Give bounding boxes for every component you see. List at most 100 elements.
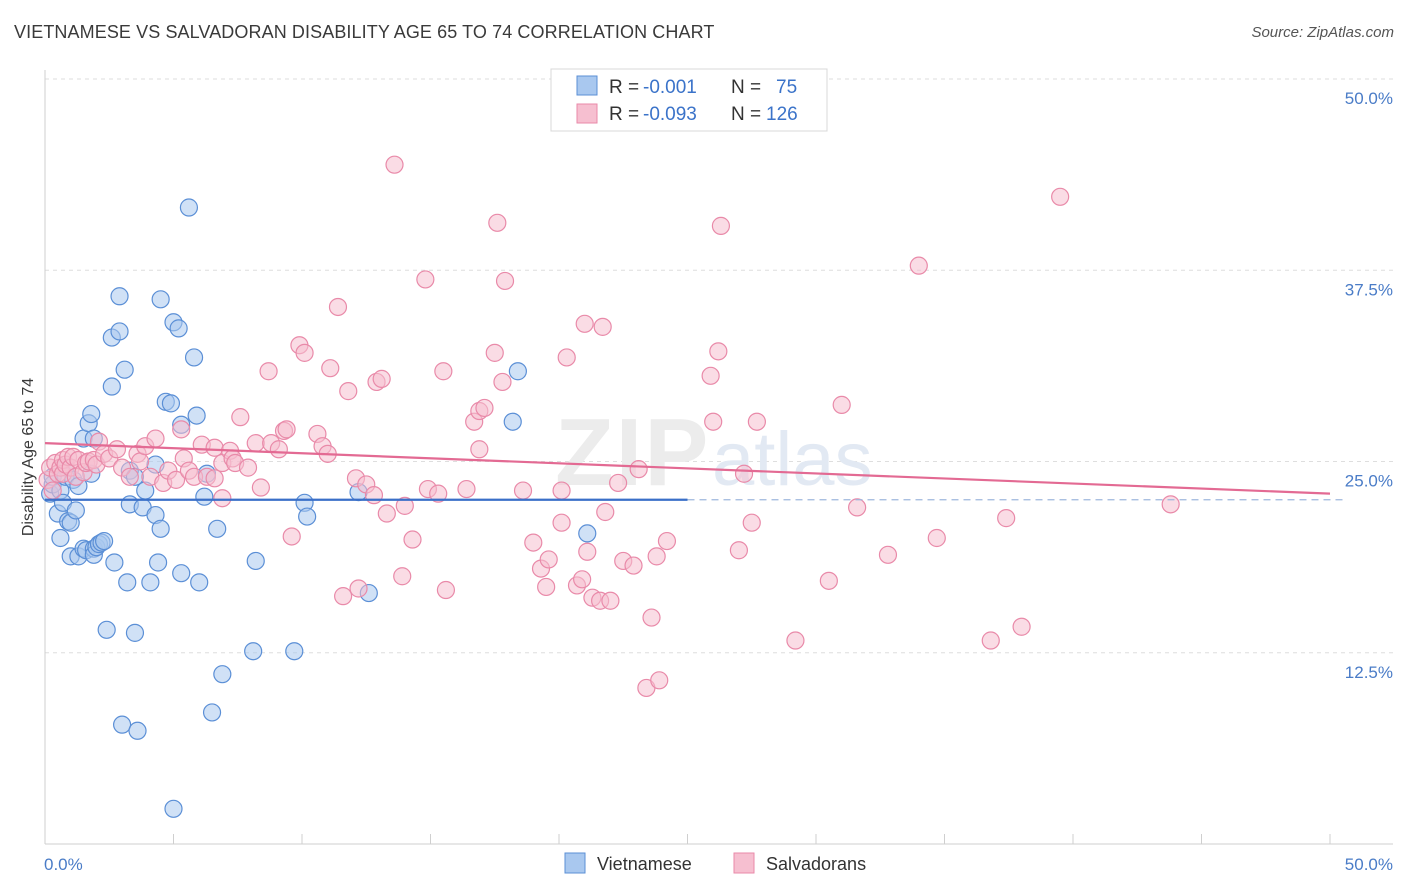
- salvadoran-point: [981, 631, 1000, 650]
- x-axis-ticks: [44, 834, 1331, 844]
- salvadoran-point: [711, 216, 731, 235]
- salvadoran-point: [552, 481, 571, 500]
- vietnamese-point: [244, 642, 263, 661]
- salvadoran-point: [786, 631, 805, 650]
- legend-r-value-2: -0.093: [643, 104, 697, 125]
- salvadoran-point: [146, 429, 165, 448]
- salvadoran-point: [704, 412, 723, 431]
- salvadoran-point: [819, 571, 838, 590]
- salvadoran-point: [609, 473, 628, 493]
- salvadoran-point: [429, 484, 448, 503]
- salvadoran-point: [364, 486, 384, 505]
- vietnamese-point: [95, 531, 114, 551]
- salvadoran-point: [539, 550, 558, 569]
- salvadoran-point: [578, 542, 597, 561]
- vietnamese-point: [151, 519, 170, 538]
- salvadoran-point: [596, 502, 615, 522]
- y-tick-label: 12.5%: [1345, 663, 1393, 682]
- vietnamese-point: [578, 524, 597, 543]
- vietnamese-point: [110, 322, 129, 341]
- salvadoran-point: [495, 271, 515, 291]
- vietnamese-point: [151, 290, 170, 309]
- salvadoran-point: [120, 467, 139, 486]
- salvadoran-point: [629, 460, 648, 479]
- vietnamese-point: [125, 623, 145, 642]
- salvadoran-point: [537, 577, 556, 597]
- salvadoran-point: [475, 398, 494, 418]
- salvadoran-point: [701, 366, 720, 385]
- salvadoran-point: [277, 420, 296, 439]
- salvadoran-point: [385, 155, 404, 174]
- bottom-legend-swatch-salvadoran: [733, 852, 755, 874]
- salvadoran-point: [282, 527, 301, 546]
- vietnamese-point: [97, 620, 116, 639]
- y-tick-label: 50.0%: [1345, 89, 1393, 108]
- salvadoran-point: [403, 530, 422, 549]
- legend-swatch-salvadoran: [576, 103, 598, 124]
- bottom-legend-label-vietnamese: Vietnamese: [597, 854, 692, 874]
- salvadoran-point: [647, 547, 666, 566]
- salvadoran-point: [601, 591, 620, 610]
- salvadoran-point: [321, 359, 340, 378]
- salvadoran-point: [1012, 617, 1031, 636]
- salvadoran-point: [205, 438, 224, 457]
- legend-n-label-2: N =: [731, 104, 761, 125]
- legend-n-value-2: 126: [766, 104, 798, 125]
- salvadoran-point: [1051, 187, 1070, 206]
- salvadoran-point: [909, 256, 928, 275]
- data-points: [38, 112, 1180, 818]
- vietnamese-point: [82, 404, 101, 424]
- vietnamese-point: [164, 799, 183, 818]
- legend-r-label-1: R =: [609, 77, 639, 98]
- vietnamese-point: [503, 412, 522, 431]
- salvadoran-point: [650, 671, 669, 690]
- vietnamese-point: [161, 394, 181, 413]
- bottom-legend: Vietnamese Salvadorans: [564, 852, 866, 874]
- legend-r-label-2: R =: [609, 104, 639, 125]
- salvadoran-point: [395, 496, 414, 515]
- salvadoran-point: [349, 579, 368, 598]
- legend-r-value-1: -0.001: [643, 77, 697, 98]
- watermark-atlas: atlas: [712, 417, 873, 502]
- salvadoran-point: [832, 395, 851, 414]
- vietnamese-point: [66, 501, 85, 520]
- salvadoran-point: [434, 362, 453, 381]
- salvadoran-point: [372, 369, 391, 388]
- y-tick-label: 25.0%: [1345, 472, 1393, 491]
- vietnamese-point: [298, 507, 317, 526]
- salvadoran-point: [513, 481, 533, 500]
- salvadoran-point: [573, 570, 592, 589]
- vietnamese-point: [112, 715, 132, 734]
- watermark-zip: ZIP: [555, 399, 710, 506]
- salvadoran-point: [339, 382, 358, 401]
- chart-title: VIETNAMESE VS SALVADORAN DISABILITY AGE …: [14, 22, 715, 42]
- salvadoran-point: [259, 362, 278, 381]
- salvadoran-point: [729, 541, 749, 560]
- salvadoran-point: [295, 343, 314, 362]
- salvadoran-point: [251, 478, 270, 497]
- bottom-legend-label-salvadoran: Salvadorans: [766, 854, 866, 874]
- salvadoran-point: [377, 504, 396, 523]
- salvadoran-point: [334, 587, 353, 606]
- bottom-legend-swatch-vietnamese: [564, 852, 586, 874]
- salvadoran-point: [231, 408, 250, 427]
- vietnamese-point: [148, 553, 168, 572]
- x-tick-label-min: 0.0%: [44, 855, 83, 874]
- vietnamese-point: [508, 362, 527, 381]
- salvadoran-point: [524, 533, 543, 552]
- vietnamese-point: [169, 319, 188, 338]
- salvadoran-point: [742, 513, 761, 532]
- vietnamese-point: [102, 377, 121, 396]
- vietnamese-point: [115, 360, 134, 379]
- salvadoran-point: [642, 608, 661, 627]
- vietnamese-point: [184, 348, 204, 367]
- y-tick-labels: 12.5% 25.0% 37.5% 50.0%: [1345, 89, 1393, 682]
- y-axis-label: Disability Age 65 to 74: [20, 378, 37, 536]
- salvadoran-point: [927, 528, 946, 548]
- salvadoran-point: [43, 481, 62, 500]
- salvadoran-point: [130, 452, 150, 471]
- salvadoran-point: [416, 270, 435, 289]
- salvadoran-point: [107, 440, 127, 459]
- salvadoran-point: [557, 348, 576, 367]
